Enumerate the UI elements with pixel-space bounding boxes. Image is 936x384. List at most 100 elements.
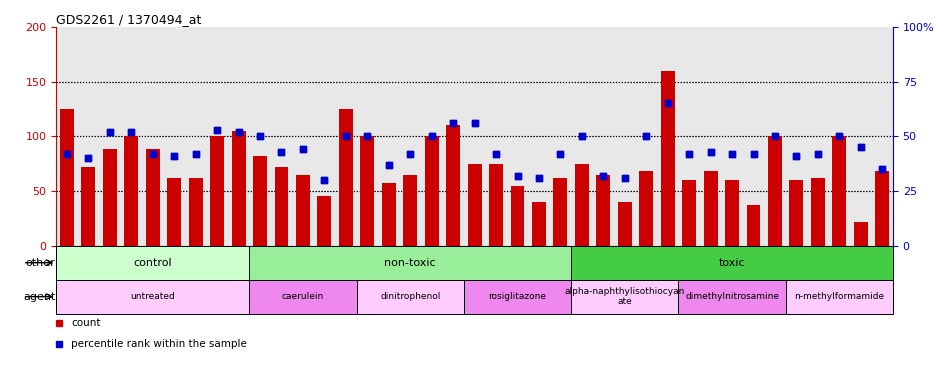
Bar: [103, 149, 117, 246]
Bar: [249, 27, 271, 246]
Bar: [292, 27, 314, 246]
Text: agent: agent: [23, 292, 55, 302]
Point: [295, 146, 310, 152]
Point: [595, 173, 610, 179]
Text: percentile rank within the sample: percentile rank within the sample: [71, 339, 247, 349]
Point: [167, 153, 182, 159]
Bar: [446, 125, 460, 246]
Point: [788, 153, 803, 159]
Bar: [617, 202, 631, 246]
Bar: [121, 27, 142, 246]
Bar: [142, 27, 163, 246]
Bar: [167, 178, 181, 246]
Bar: [274, 167, 288, 246]
Point: [253, 133, 268, 139]
Point: [381, 162, 396, 168]
Bar: [656, 27, 678, 246]
Bar: [678, 280, 785, 314]
Bar: [853, 222, 867, 246]
Point: [853, 144, 868, 150]
Bar: [99, 27, 121, 246]
Bar: [724, 180, 739, 246]
Point: [552, 151, 567, 157]
Bar: [210, 136, 224, 246]
Point: [338, 133, 353, 139]
Point: [724, 151, 739, 157]
Bar: [249, 246, 571, 280]
Point: [874, 166, 889, 172]
Bar: [678, 27, 699, 246]
Point: [80, 155, 95, 161]
Bar: [402, 175, 417, 246]
Point: [488, 151, 503, 157]
Point: [617, 175, 632, 181]
Bar: [785, 27, 806, 246]
Bar: [60, 109, 74, 246]
Bar: [231, 131, 245, 246]
Point: [680, 151, 695, 157]
Text: non-toxic: non-toxic: [384, 258, 435, 268]
Point: [316, 177, 331, 183]
Point: [210, 127, 225, 133]
Bar: [314, 27, 335, 246]
Point: [724, 151, 739, 157]
Point: [660, 100, 675, 106]
Point: [788, 153, 803, 159]
Bar: [660, 71, 674, 246]
Bar: [532, 202, 546, 246]
Bar: [595, 175, 609, 246]
Bar: [571, 246, 892, 280]
Bar: [810, 178, 824, 246]
Point: [316, 177, 331, 183]
Bar: [870, 27, 892, 246]
Bar: [227, 27, 249, 246]
Point: [531, 175, 546, 181]
Point: [124, 129, 139, 135]
Bar: [699, 27, 721, 246]
Text: toxic: toxic: [718, 258, 744, 268]
Bar: [167, 178, 181, 246]
Bar: [571, 280, 678, 314]
Point: [488, 151, 503, 157]
Bar: [681, 180, 695, 246]
Bar: [339, 109, 353, 246]
Bar: [463, 280, 571, 314]
Bar: [81, 167, 95, 246]
Point: [595, 173, 610, 179]
Bar: [575, 164, 588, 246]
Point: [188, 151, 203, 157]
Bar: [56, 280, 249, 314]
Bar: [420, 27, 442, 246]
Bar: [553, 178, 567, 246]
Text: n-methylformamide: n-methylformamide: [794, 292, 884, 301]
Bar: [253, 156, 267, 246]
Bar: [467, 164, 481, 246]
Bar: [56, 27, 78, 246]
Bar: [424, 136, 438, 246]
Bar: [635, 27, 656, 246]
Bar: [317, 197, 331, 246]
Point: [102, 129, 117, 135]
Point: [509, 173, 524, 179]
Point: [702, 149, 717, 155]
Bar: [874, 171, 888, 246]
Point: [253, 133, 268, 139]
Point: [381, 162, 396, 168]
Point: [702, 149, 717, 155]
Point: [531, 175, 546, 181]
Bar: [764, 27, 785, 246]
Bar: [184, 27, 206, 246]
Bar: [399, 27, 420, 246]
Point: [466, 120, 481, 126]
Bar: [549, 27, 571, 246]
Bar: [703, 171, 717, 246]
Point: [359, 133, 374, 139]
Bar: [532, 202, 546, 246]
Point: [424, 133, 439, 139]
Point: [273, 149, 288, 155]
Bar: [489, 164, 503, 246]
Text: caerulein: caerulein: [282, 292, 324, 301]
Bar: [592, 27, 613, 246]
Bar: [424, 136, 438, 246]
Point: [810, 151, 825, 157]
